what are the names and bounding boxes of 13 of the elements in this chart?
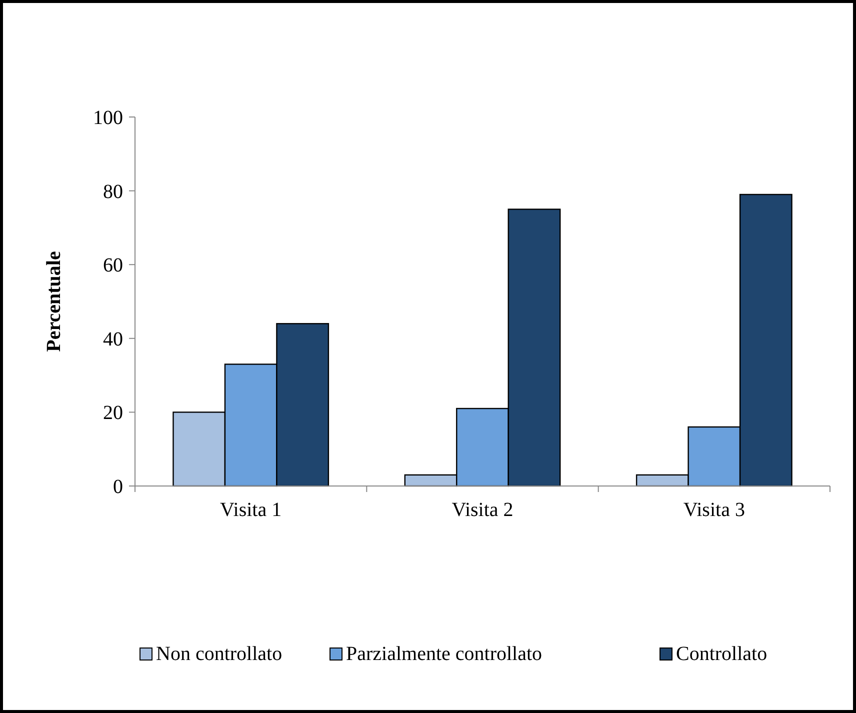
legend-label: Non controllato xyxy=(156,643,282,665)
x-tick-label: Visita 3 xyxy=(683,499,745,521)
y-axis-title: Percentuale xyxy=(43,251,65,352)
y-tick-label: 100 xyxy=(93,107,123,129)
x-tick-label: Visita 1 xyxy=(220,499,282,521)
y-tick-label: 80 xyxy=(103,180,123,203)
y-tick-label: 60 xyxy=(103,254,123,277)
x-tick-label: Visita 2 xyxy=(452,499,514,521)
y-tick-label: 40 xyxy=(103,328,123,350)
y-tick-label: 20 xyxy=(103,402,123,424)
legend-label: Parzialmente controllato xyxy=(346,643,542,665)
y-tick-label: 0 xyxy=(113,476,123,498)
legend-label: Controllato xyxy=(676,643,768,665)
